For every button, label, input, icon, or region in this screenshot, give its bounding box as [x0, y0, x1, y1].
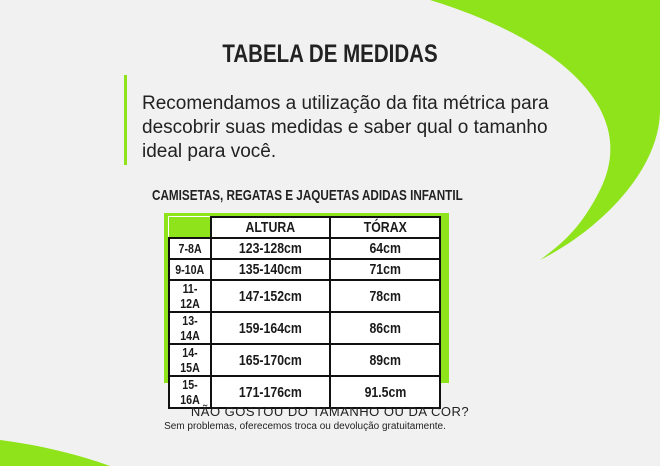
table-title: CAMISETAS, REGATAS E JAQUETAS ADIDAS INF… — [152, 187, 463, 204]
size-cell: 14-15A — [168, 343, 212, 377]
altura-cell: 159-164cm — [210, 311, 331, 345]
torax-cell: 89cm — [329, 343, 441, 377]
header-blank — [169, 217, 211, 238]
footer-note: Sem problemas, oferecemos troca ou devol… — [164, 421, 446, 432]
torax-cell: 86cm — [329, 311, 441, 345]
altura-cell: 123-128cm — [210, 237, 331, 260]
torax-cell: 64cm — [329, 237, 441, 260]
table-row: 11-12A 147-152cm 78cm — [168, 279, 441, 313]
table-row: 13-14A 159-164cm 86cm — [168, 311, 441, 345]
accent-bar — [124, 75, 127, 165]
size-cell: 11-12A — [168, 279, 212, 313]
size-cell: 13-14A — [168, 311, 212, 345]
header-altura: ALTURA — [210, 216, 331, 239]
intro-text: Recomendamos a utilização da fita métric… — [142, 93, 549, 162]
size-cell: 9-10A — [168, 258, 212, 281]
size-cell: 15-16A — [168, 375, 212, 409]
size-cell: 7-8A — [168, 237, 212, 260]
table-row: 9-10A 135-140cm 71cm — [168, 258, 441, 281]
page-title: TABELA DE MEDIDAS — [222, 40, 438, 68]
table-row: 14-15A 165-170cm 89cm — [168, 343, 441, 377]
table-row: 7-8A 123-128cm 64cm — [168, 237, 441, 260]
altura-cell: 147-152cm — [210, 279, 331, 313]
torax-cell: 71cm — [329, 258, 441, 281]
table-row: 15-16A 171-176cm 91.5cm — [168, 375, 441, 409]
footer-question: NÃO GOSTOU DO TAMANHO OU DA COR? — [190, 404, 470, 419]
torax-cell: 91.5cm — [329, 375, 441, 409]
altura-cell: 165-170cm — [210, 343, 331, 377]
size-table: ALTURA TÓRAX 7-8A 123-128cm 64cm 9-10A 135-1… — [168, 216, 441, 409]
header-torax: TÓRAX — [329, 216, 441, 239]
torax-cell: 78cm — [329, 279, 441, 313]
table-header-row: ALTURA TÓRAX — [169, 216, 441, 239]
altura-cell: 135-140cm — [210, 258, 331, 281]
altura-cell: 171-176cm — [210, 375, 331, 409]
